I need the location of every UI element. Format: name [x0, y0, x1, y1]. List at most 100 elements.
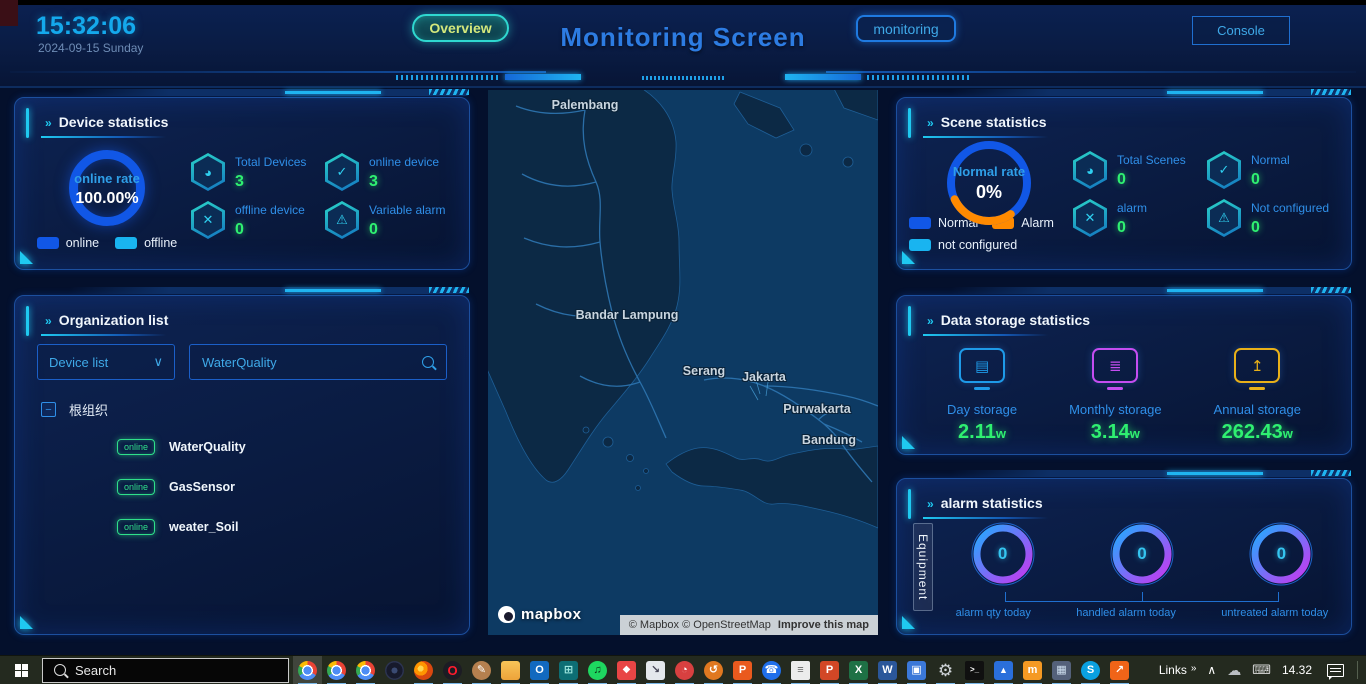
input-keyboard-icon[interactable]: ⌨	[1252, 662, 1271, 677]
alarm-count: 0	[997, 544, 1008, 563]
collapse-icon[interactable]: −	[41, 402, 56, 417]
taskbar-app[interactable]: ☎	[757, 656, 786, 684]
start-button[interactable]	[0, 656, 42, 684]
map-canvas	[488, 90, 878, 635]
device-name: weater_Soil	[169, 520, 239, 534]
taskbar-app[interactable]: ↺	[699, 656, 728, 684]
alarm-label: untreated alarm today	[1221, 607, 1329, 619]
monitor-x-icon: ✕	[1076, 202, 1104, 234]
taskbar-app[interactable]: >_	[960, 656, 989, 684]
show-desktop-divider[interactable]	[1357, 661, 1358, 679]
normal-rate-gauge: Normal rate 0%	[942, 136, 1036, 230]
stat-value: 0	[1251, 219, 1260, 236]
taskbar-app[interactable]: X	[844, 656, 873, 684]
taskbar-app[interactable]	[496, 656, 525, 684]
taskbar-app[interactable]: O	[525, 656, 554, 684]
alarm-labels: alarm qty today handled alarm today untrea…	[933, 607, 1351, 619]
tree-root-node[interactable]: − 根组织	[41, 400, 443, 419]
improve-map-link[interactable]: Improve this map	[777, 619, 869, 631]
photo-viewer-icon: ▣	[907, 660, 926, 680]
taskbar-search[interactable]: Search	[42, 657, 289, 683]
taskbar-app[interactable]	[409, 656, 438, 684]
taskbar-app[interactable]	[322, 656, 351, 684]
taskbar-app[interactable]: ▦	[1047, 656, 1076, 684]
stat-value: 0	[1117, 171, 1126, 188]
taskbar-app[interactable]: ✎	[467, 656, 496, 684]
taskbar-app[interactable]: ⊞	[554, 656, 583, 684]
device-row[interactable]: online WaterQuality	[117, 439, 443, 455]
taskbar-app[interactable]: ⚙	[931, 656, 960, 684]
active-indicator	[791, 682, 810, 684]
taskbar-app[interactable]: S	[1076, 656, 1105, 684]
skype-icon: S	[1081, 660, 1100, 680]
active-indicator	[298, 682, 317, 684]
storage-value: 3.14w	[1090, 421, 1140, 443]
double-chevron-icon: »	[927, 497, 934, 511]
search-input[interactable]: WaterQuality	[189, 344, 447, 380]
active-indicator	[907, 682, 926, 684]
scene-stats-grid: ◕ Total Scenes 0 ✓ Normal 0 ✕ alarm 0 ⚠ Not…	[1073, 132, 1335, 252]
active-indicator	[733, 682, 752, 684]
monitor-stand	[974, 387, 991, 390]
taskbar-app[interactable]: O	[438, 656, 467, 684]
taskbar-app[interactable]: ◆	[612, 656, 641, 684]
active-indicator	[1023, 682, 1042, 684]
map-label: Palembang	[551, 98, 619, 112]
taskbar-clock[interactable]: 14.32	[1281, 663, 1312, 677]
taskbar-app[interactable]	[293, 655, 322, 684]
stat-value: 3	[369, 173, 378, 190]
panel-decoration	[951, 89, 1351, 96]
taskbar-app[interactable]: ◔	[670, 656, 699, 684]
panel-decoration	[69, 287, 469, 294]
legend-swatch	[909, 239, 931, 251]
date: 2024-09-15 Sunday	[38, 41, 144, 55]
links-toolbar[interactable]: Links»	[1158, 663, 1197, 677]
taskbar-app[interactable]: ↘	[641, 656, 670, 684]
active-indicator	[443, 682, 462, 684]
onedrive-cloud-icon[interactable]: ☁	[1227, 661, 1242, 678]
taskbar-app[interactable]: ▣	[902, 656, 931, 684]
settings-gear-icon: ⚙	[937, 660, 954, 680]
stat-label: offline device	[235, 203, 305, 217]
taskbar-app[interactable]: m	[1018, 656, 1047, 684]
device-statistics-panel: » Device statistics online rate 100.00% o…	[14, 89, 470, 270]
taskbar-app[interactable]: P	[815, 656, 844, 684]
device-row[interactable]: online weater_Soil	[117, 519, 443, 535]
taskbar-app[interactable]	[351, 656, 380, 684]
stat-value: 0	[235, 221, 244, 238]
system-tray: Links» ∧ ☁ ⌨ 14.32	[1158, 661, 1366, 680]
overview-button[interactable]: Overview	[412, 14, 509, 42]
active-indicator	[994, 682, 1013, 684]
tray-expand-chevron[interactable]: ∧	[1207, 663, 1217, 677]
paint-icon: ✎	[472, 660, 491, 680]
search-icon[interactable]	[422, 356, 434, 368]
taskbar-app[interactable]: P	[728, 656, 757, 684]
taskbar-app[interactable]	[380, 656, 409, 684]
obs-icon	[385, 660, 404, 680]
taskbar-app[interactable]: ≡	[786, 656, 815, 684]
taskbar-app[interactable]: ▲	[989, 656, 1018, 684]
map-view[interactable]: Palembang Bandar Lampung Serang Jakarta …	[488, 90, 878, 635]
active-indicator	[530, 682, 549, 684]
storage-list-icon: ≣	[1109, 357, 1122, 375]
equipment-tab[interactable]: Equipment	[913, 523, 933, 612]
legend-item: offline	[115, 236, 177, 250]
taskbar-app[interactable]: W	[873, 656, 902, 684]
monitor-stand	[1107, 387, 1124, 390]
pdf-icon: P	[733, 660, 752, 680]
alarm-count: 0	[1137, 544, 1147, 563]
mapbox-logo[interactable]: mapbox	[498, 606, 582, 623]
stat-value: 0	[1117, 219, 1126, 236]
taskbar-app[interactable]: ♫	[583, 656, 612, 684]
taskbar: Search O ✎	[0, 655, 1366, 684]
taskbar-app[interactable]: ↗	[1105, 656, 1134, 684]
monitoring-button[interactable]: monitoring	[856, 15, 956, 42]
notification-center-icon[interactable]	[1327, 663, 1344, 680]
status-badge: online	[117, 479, 156, 495]
console-button[interactable]: Console	[1192, 16, 1290, 45]
stat-item: ✓ online device 3	[325, 153, 453, 191]
device-row[interactable]: online GasSensor	[117, 479, 443, 495]
device-list-dropdown[interactable]: Device list ∨	[37, 344, 175, 380]
double-chevron-icon: »	[45, 314, 52, 328]
gauge-value: 0%	[975, 182, 1002, 202]
